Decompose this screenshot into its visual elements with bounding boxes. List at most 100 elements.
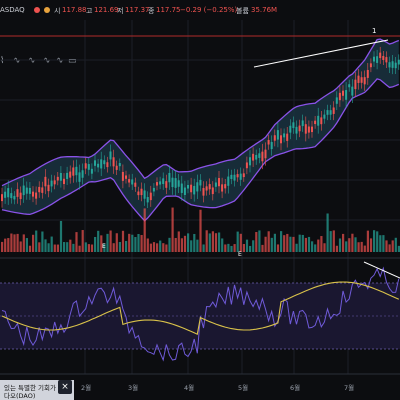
volume-bar bbox=[338, 238, 342, 252]
candle-body bbox=[301, 120, 304, 127]
close-icon[interactable]: × bbox=[58, 380, 72, 394]
volume-bar bbox=[53, 244, 56, 252]
volume-bar bbox=[376, 231, 379, 252]
volume-bar bbox=[75, 232, 78, 252]
candle-body bbox=[236, 174, 239, 178]
candle-body bbox=[373, 56, 375, 62]
volume-bar bbox=[224, 244, 227, 252]
time-axis[interactable]: 2월 3월 4월 5월 6월 7월 bbox=[81, 383, 354, 392]
volume-bar bbox=[97, 230, 100, 252]
candle-body bbox=[171, 177, 174, 188]
volume-bar bbox=[326, 213, 329, 252]
open-label: 시 bbox=[54, 7, 61, 15]
volume-bar bbox=[137, 233, 140, 252]
volume-bar bbox=[239, 233, 242, 252]
volume-bar bbox=[286, 233, 289, 252]
candle-body bbox=[255, 154, 258, 160]
candle-body bbox=[345, 90, 348, 100]
month-label: 4월 bbox=[184, 383, 194, 392]
candle-body bbox=[363, 77, 366, 85]
volume-value: 35.76M bbox=[251, 6, 278, 14]
candle-body bbox=[218, 178, 220, 187]
candle-body bbox=[369, 63, 372, 68]
candle-body bbox=[19, 192, 22, 200]
candle-body bbox=[115, 165, 118, 170]
close-value: 117.75 bbox=[156, 6, 181, 14]
volume-bar bbox=[214, 233, 218, 252]
volume-bar bbox=[131, 234, 134, 252]
volume-bar bbox=[118, 242, 121, 252]
candle-body bbox=[69, 171, 72, 178]
volume-bar bbox=[354, 237, 357, 252]
wave-draw-icon[interactable]: ∿ bbox=[43, 56, 51, 66]
candle-body bbox=[168, 172, 171, 183]
volume-bar bbox=[156, 243, 159, 252]
trend-line[interactable] bbox=[253, 39, 389, 68]
promo-banner[interactable]: 있는 특별한 기회가 다오(DAO) × bbox=[0, 380, 74, 400]
volume-bar bbox=[16, 233, 19, 252]
candle-body bbox=[125, 175, 127, 179]
candle-body bbox=[162, 178, 165, 185]
month-label: 3월 bbox=[128, 383, 138, 392]
volume-bar bbox=[298, 234, 301, 252]
event-marker-icon: E bbox=[102, 243, 106, 250]
candle-body bbox=[317, 115, 320, 126]
volume-bar bbox=[307, 236, 311, 252]
wave-draw-icon[interactable]: ∿ bbox=[56, 56, 64, 66]
candle-body bbox=[332, 107, 335, 114]
volume-bar bbox=[292, 236, 295, 252]
volume-bar bbox=[121, 230, 125, 252]
candle-body bbox=[329, 110, 332, 115]
candle-body bbox=[7, 188, 10, 198]
volume-bar bbox=[190, 240, 193, 252]
candle-body bbox=[112, 157, 115, 167]
pattern-draw-icon[interactable]: ⌇ bbox=[0, 56, 5, 66]
volume-bar bbox=[208, 233, 211, 252]
candle-body bbox=[289, 125, 292, 133]
candle-body bbox=[366, 69, 369, 78]
oscillator-trend-line[interactable] bbox=[363, 261, 400, 279]
candle-body bbox=[261, 151, 264, 162]
symbol-label[interactable]: ASDAQ bbox=[0, 6, 25, 14]
candle-body bbox=[351, 86, 354, 96]
candle-body bbox=[258, 153, 261, 158]
volume-bar bbox=[115, 233, 118, 252]
volume-bar bbox=[255, 232, 258, 252]
volume-bar bbox=[152, 242, 156, 252]
candle-body bbox=[348, 84, 351, 88]
candle-body bbox=[335, 97, 338, 104]
wave-draw-icon[interactable]: ∿ bbox=[28, 56, 36, 66]
volume-bar bbox=[314, 244, 317, 252]
candle-body bbox=[180, 183, 183, 193]
volume-bar bbox=[28, 245, 32, 252]
volume-bar bbox=[273, 233, 276, 252]
volume-bar bbox=[280, 231, 283, 252]
candle-body bbox=[273, 135, 276, 141]
candle-body bbox=[13, 195, 16, 200]
volume-bar bbox=[66, 242, 69, 252]
candle-body bbox=[311, 126, 313, 133]
volume-bar bbox=[345, 241, 348, 252]
volume-bar bbox=[193, 233, 196, 252]
banner-text-1: 있는 특별한 기회가 bbox=[4, 384, 56, 392]
volume-bar bbox=[103, 243, 106, 252]
candle-body bbox=[44, 176, 47, 187]
candle-body bbox=[360, 77, 363, 83]
volume-bar bbox=[94, 236, 97, 252]
candle-body bbox=[205, 186, 208, 191]
oscillator-fast-line bbox=[1, 266, 400, 362]
candle-body bbox=[292, 122, 295, 129]
candle-body bbox=[338, 92, 341, 101]
volume-bar bbox=[205, 230, 208, 252]
volume-bar bbox=[363, 245, 366, 252]
wave-draw-icon[interactable]: ∿ bbox=[13, 56, 21, 66]
candle-body bbox=[252, 153, 255, 161]
volume-bar bbox=[394, 237, 397, 252]
candle-body bbox=[391, 61, 394, 68]
candle-body bbox=[357, 75, 360, 83]
volume-bar bbox=[317, 239, 320, 252]
rectangle-tool-icon[interactable]: ▭ bbox=[68, 56, 77, 66]
volume-bar bbox=[171, 207, 174, 252]
candle-body bbox=[280, 135, 282, 144]
